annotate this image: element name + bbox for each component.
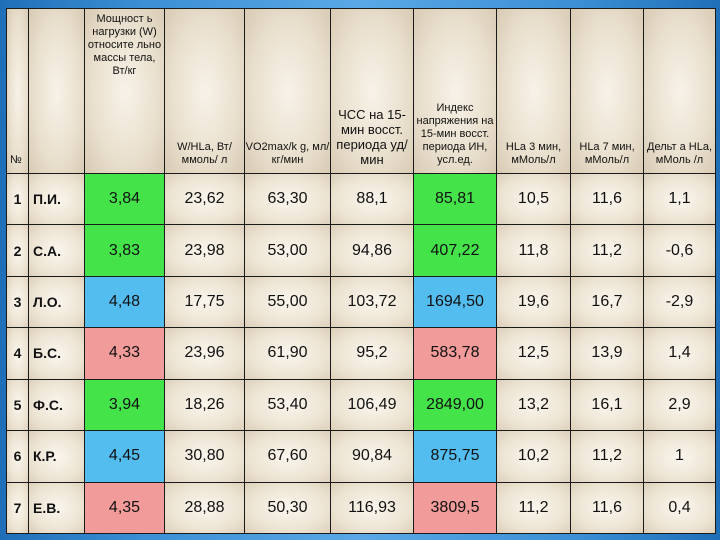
cell-idx: 7 (6, 481, 29, 535)
header-index: Индекс напряжения на 15-мин восст. перио… (413, 8, 497, 174)
cell-load: 3,94 (84, 378, 165, 432)
cell-load: 3,84 (84, 172, 165, 226)
header-vo2: VO2max/k g, мл/кг/мин (244, 8, 331, 174)
cell-name: С.А. (28, 224, 85, 277)
table-row: 7 Е.В. 4,35 28,88 50,30 116,93 3809,5 11,2 11,6 0… (6, 481, 716, 535)
header-row: № Мощност ь нагрузки (W) относите льно м… (6, 8, 716, 174)
table-row: 4 Б.С. 4,33 23,96 61,90 95,2 583,78 12,5 13,9 1,4 (6, 327, 716, 380)
table-row: 3 Л.О. 4,48 17,75 55,00 103,72 1694,50 19,6 16,7… (6, 275, 716, 329)
cell-vo2: 50,30 (244, 481, 331, 535)
table-body: 1 П.И. 3,84 23,62 63,30 88,1 85,81 10,5 11,6 1,1 2… (6, 172, 716, 535)
cell-name: Л.О. (28, 275, 85, 329)
cell-index: 1694,50 (413, 275, 497, 329)
cell-name: Б.С. (28, 327, 85, 380)
cell-hr: 106,49 (330, 378, 414, 432)
cell-load: 4,35 (84, 481, 165, 535)
cell-hr: 94,86 (330, 224, 414, 277)
cell-idx: 5 (6, 378, 29, 432)
cell-name: Ф.С. (28, 378, 85, 432)
table-row: 5 Ф.С. 3,94 18,26 53,40 106,49 2849,00 13,2 16,1… (6, 378, 716, 432)
cell-delta: 1,1 (643, 172, 716, 226)
cell-delta: -2,9 (643, 275, 716, 329)
cell-hr: 88,1 (330, 172, 414, 226)
header-load: Мощност ь нагрузки (W) относите льно мас… (84, 8, 165, 174)
cell-whla: 23,96 (164, 327, 245, 380)
data-table: № Мощност ь нагрузки (W) относите льно м… (6, 8, 716, 535)
cell-whla: 17,75 (164, 275, 245, 329)
cell-hr: 90,84 (330, 430, 414, 483)
cell-hla7: 11,6 (570, 481, 644, 535)
header-hla7: HLa 7 мин, мМоль/л (570, 8, 644, 174)
cell-whla: 28,88 (164, 481, 245, 535)
cell-index: 2849,00 (413, 378, 497, 432)
cell-hla7: 16,1 (570, 378, 644, 432)
cell-idx: 4 (6, 327, 29, 380)
header-delta: Дельт а HLa, мМоль /л (643, 8, 716, 174)
header-name (28, 8, 85, 174)
cell-hla3: 19,6 (496, 275, 571, 329)
cell-hr: 116,93 (330, 481, 414, 535)
cell-hr: 103,72 (330, 275, 414, 329)
cell-load: 3,83 (84, 224, 165, 277)
header-num: № (6, 8, 29, 174)
cell-idx: 1 (6, 172, 29, 226)
cell-vo2: 53,40 (244, 378, 331, 432)
cell-name: Е.В. (28, 481, 85, 535)
cell-load: 4,45 (84, 430, 165, 483)
cell-index: 407,22 (413, 224, 497, 277)
cell-hla7: 11,2 (570, 224, 644, 277)
cell-hla3: 11,8 (496, 224, 571, 277)
cell-whla: 18,26 (164, 378, 245, 432)
header-whla: W/HLa, Вт/ммоль/ л (164, 8, 245, 174)
cell-idx: 2 (6, 224, 29, 277)
cell-hr: 95,2 (330, 327, 414, 380)
cell-hla7: 11,2 (570, 430, 644, 483)
cell-whla: 23,98 (164, 224, 245, 277)
cell-hla3: 11,2 (496, 481, 571, 535)
cell-delta: 0,4 (643, 481, 716, 535)
cell-index: 3809,5 (413, 481, 497, 535)
cell-hla7: 16,7 (570, 275, 644, 329)
table-row: 2 С.А. 3,83 23,98 53,00 94,86 407,22 11,8 11,2 -0… (6, 224, 716, 277)
cell-name: П.И. (28, 172, 85, 226)
cell-index: 875,75 (413, 430, 497, 483)
cell-load: 4,33 (84, 327, 165, 380)
cell-whla: 23,62 (164, 172, 245, 226)
header-hr: ЧСС на 15-мин восст. периода уд/мин (330, 8, 414, 174)
cell-index: 583,78 (413, 327, 497, 380)
cell-name: К.Р. (28, 430, 85, 483)
table-row: 6 К.Р. 4,45 30,80 67,60 90,84 875,75 10,2 11,2 1 (6, 430, 716, 483)
cell-delta: 2,9 (643, 378, 716, 432)
cell-delta: -0,6 (643, 224, 716, 277)
cell-idx: 6 (6, 430, 29, 483)
cell-whla: 30,80 (164, 430, 245, 483)
cell-delta: 1,4 (643, 327, 716, 380)
cell-vo2: 61,90 (244, 327, 331, 380)
cell-hla3: 10,2 (496, 430, 571, 483)
table-row: 1 П.И. 3,84 23,62 63,30 88,1 85,81 10,5 11,6 1,1 (6, 172, 716, 226)
cell-hla7: 13,9 (570, 327, 644, 380)
cell-delta: 1 (643, 430, 716, 483)
cell-index: 85,81 (413, 172, 497, 226)
cell-vo2: 55,00 (244, 275, 331, 329)
cell-load: 4,48 (84, 275, 165, 329)
cell-vo2: 63,30 (244, 172, 331, 226)
header-hla3: HLa 3 мин, мМоль/л (496, 8, 571, 174)
cell-hla7: 11,6 (570, 172, 644, 226)
cell-vo2: 53,00 (244, 224, 331, 277)
cell-vo2: 67,60 (244, 430, 331, 483)
cell-hla3: 13,2 (496, 378, 571, 432)
cell-idx: 3 (6, 275, 29, 329)
cell-hla3: 10,5 (496, 172, 571, 226)
cell-hla3: 12,5 (496, 327, 571, 380)
